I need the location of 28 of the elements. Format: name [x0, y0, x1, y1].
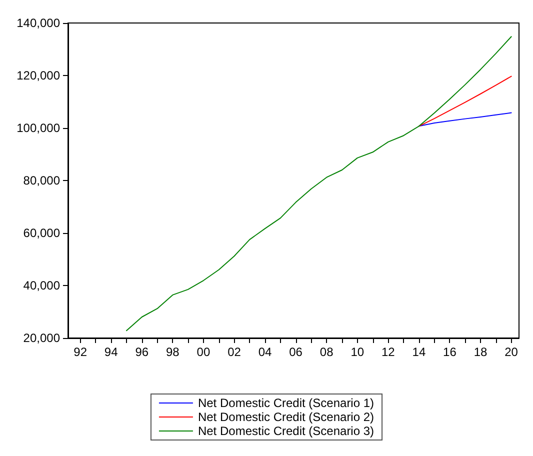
x-tick-label: 16: [443, 345, 457, 359]
line-series: [418, 76, 512, 127]
x-tick-label: 94: [104, 345, 118, 359]
x-tick-label: 92: [74, 345, 88, 359]
x-tick-label: 98: [166, 345, 180, 359]
y-tick-label: 60,000: [23, 226, 60, 240]
x-tick-label: 10: [350, 345, 364, 359]
x-tick-label: 00: [196, 345, 210, 359]
y-tick-label: 120,000: [16, 68, 60, 82]
legend-label: Net Domestic Credit (Scenario 1): [198, 396, 374, 410]
y-tick-label: 40,000: [23, 278, 60, 292]
x-tick-label: 18: [474, 345, 488, 359]
line-series: [126, 36, 512, 332]
x-tick-label: 02: [228, 345, 242, 359]
y-tick-label: 100,000: [16, 121, 60, 135]
x-tick-label: 08: [320, 345, 334, 359]
line-series: [418, 112, 512, 127]
legend-label: Net Domestic Credit (Scenario 2): [198, 410, 374, 424]
x-tick-label: 14: [412, 345, 426, 359]
y-tick-label: 80,000: [23, 174, 60, 188]
x-tick-label: 12: [381, 345, 396, 359]
x-tick-label: 04: [258, 345, 272, 359]
y-tick-label: 20,000: [23, 331, 60, 345]
legend-label: Net Domestic Credit (Scenario 3): [198, 424, 374, 438]
x-tick-label: 20: [504, 345, 518, 359]
x-tick-label: 96: [135, 345, 149, 359]
x-tick-label: 06: [289, 345, 303, 359]
y-tick-label: 140,000: [16, 16, 60, 30]
